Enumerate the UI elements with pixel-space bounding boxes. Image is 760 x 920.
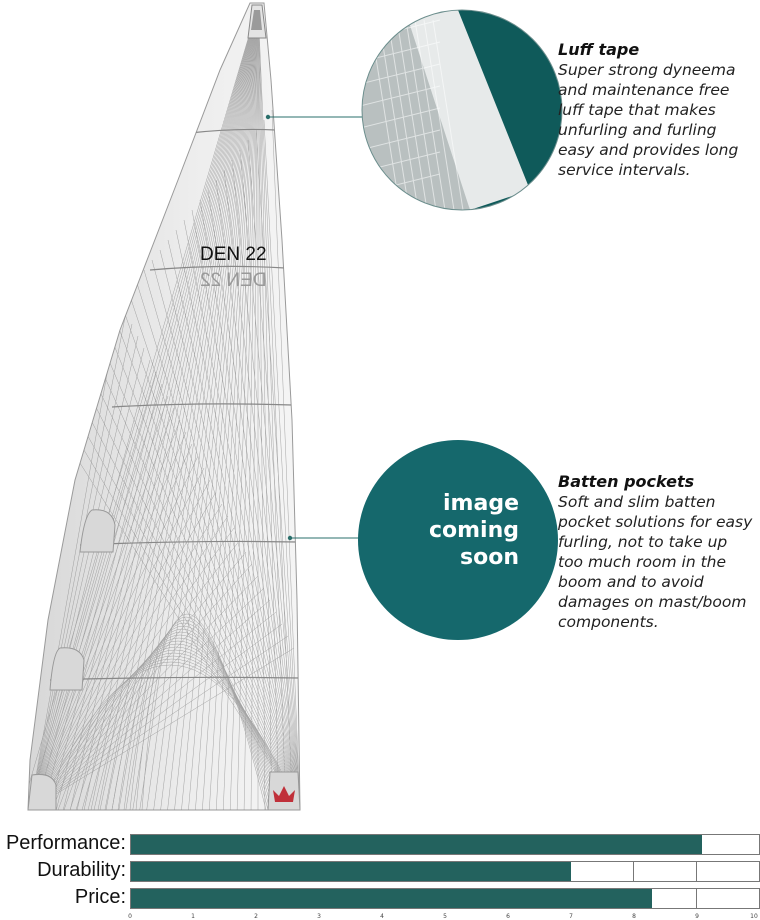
rating-bar-fill: [131, 862, 571, 881]
sail-number-mirrored: DEN 22: [200, 270, 267, 292]
rating-label: Performance:: [0, 832, 126, 855]
axis-tick-label: 4: [376, 913, 388, 920]
rating-bar-track: [130, 834, 760, 855]
axis-tick-label: 10: [748, 913, 760, 920]
rating-label: Durability:: [0, 859, 126, 882]
rating-bar-fill: [131, 889, 652, 908]
axis-tick-label: 7: [565, 913, 577, 920]
rating-label: Price:: [0, 886, 126, 909]
axis-tick-label: 2: [250, 913, 262, 920]
callout-body: Soft and slim batten pocket solutions fo…: [558, 492, 756, 632]
rating-bar-track: [130, 888, 760, 909]
callout-luff-tape: Luff tape Super strong dyneema and maint…: [558, 40, 756, 180]
luff-tape-detail-image: [360, 10, 570, 210]
axis-tick-label: 6: [502, 913, 514, 920]
axis-tick-label: 1: [187, 913, 199, 920]
ratings-panel: Performance: Durability: Price: 0 1 2 3 4 5 6 7 8 9…: [0, 830, 760, 920]
callout-title: Batten pockets: [558, 472, 756, 492]
axis-tick-label: 5: [439, 913, 451, 920]
tack-patch: [28, 774, 56, 810]
callout-batten-pockets: Batten pockets Soft and slim batten pock…: [558, 472, 756, 632]
axis-tick-label: 3: [313, 913, 325, 920]
image-coming-soon-text: image coming soon: [420, 490, 519, 571]
axis-tick-label: 8: [628, 913, 640, 920]
callout-body: Super strong dyneema and maintenance fre…: [558, 60, 756, 180]
rating-divider: [696, 889, 697, 908]
rating-divider: [696, 862, 697, 881]
rating-bar-fill: [131, 835, 702, 854]
rating-divider: [633, 862, 634, 881]
rating-bar-track: [130, 861, 760, 882]
axis-tick-label: 9: [691, 913, 703, 920]
sail-number: DEN 22: [200, 244, 267, 266]
axis-tick-label: 0: [124, 913, 136, 920]
callout-title: Luff tape: [558, 40, 756, 60]
